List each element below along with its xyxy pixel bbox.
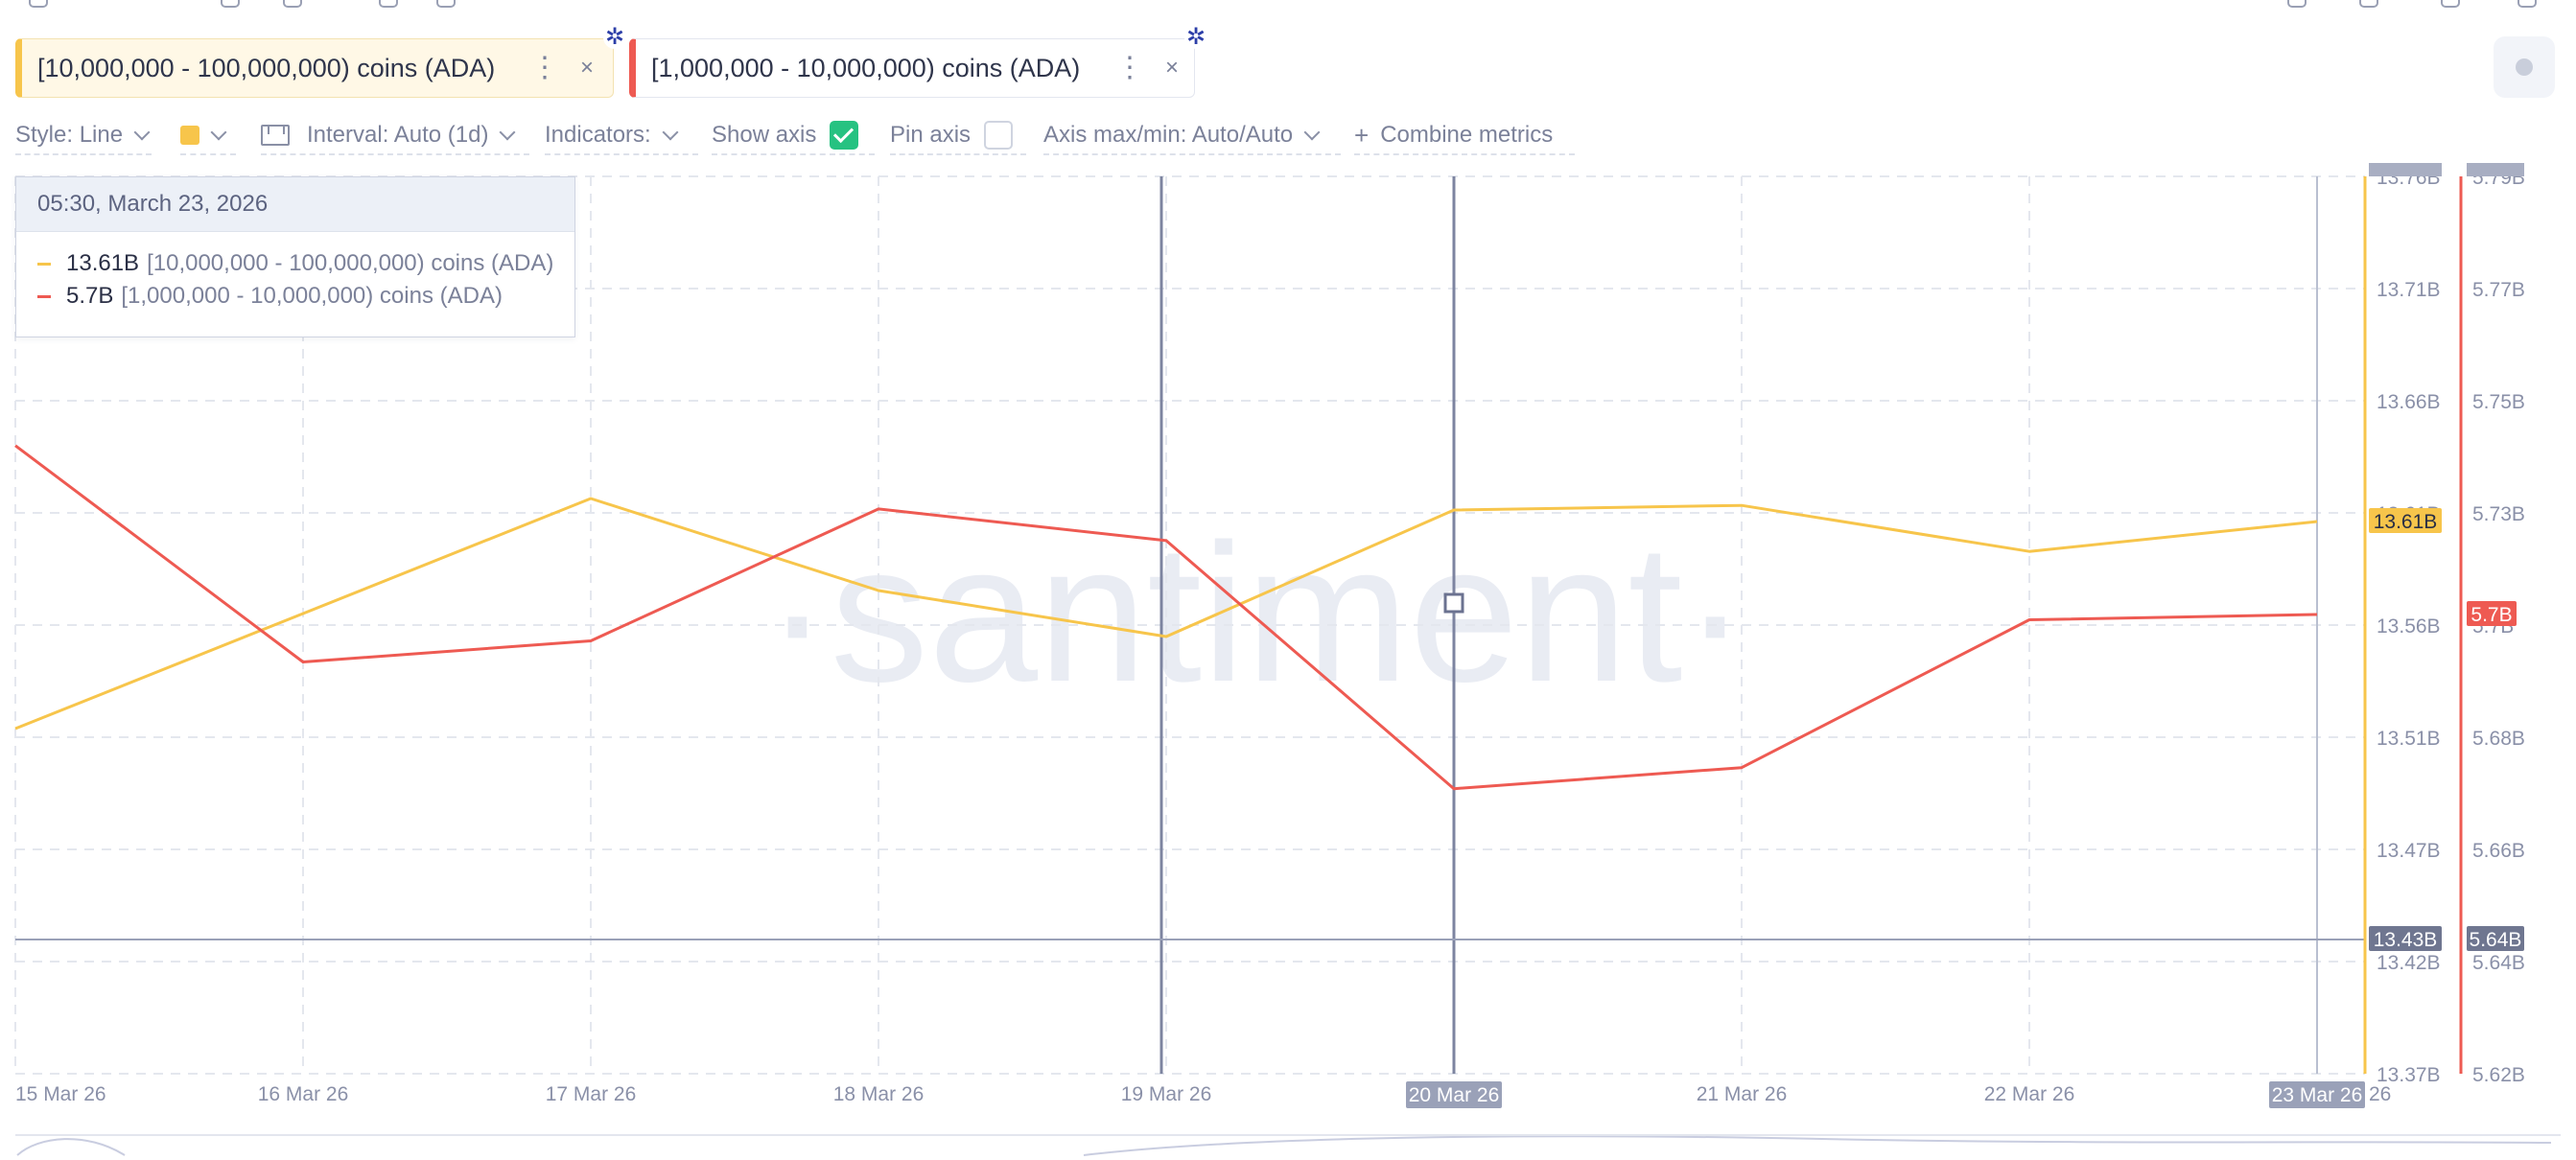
close-icon[interactable]: ×: [580, 55, 595, 81]
top-badge-right: [2467, 163, 2524, 176]
pin-axis-label: Pin axis: [890, 122, 972, 148]
navigator-series: [16, 1135, 2552, 1156]
x-tick-label: 17 Mar 26: [546, 1083, 637, 1105]
tooltip-row: 5.7B [1,000,000 - 10,000,000) coins (ADA…: [37, 283, 503, 310]
x-tick-label: 22 Mar 26: [1984, 1083, 2075, 1105]
y-tick-right: 5.66B: [2472, 840, 2525, 862]
metric-tag-large-holders[interactable]: [10,000,000 - 100,000,000) coins (ADA) ⋮…: [15, 26, 626, 98]
hover-date-badge-bg: [2269, 1081, 2365, 1108]
current-value-badge-left: 13.61B: [2374, 511, 2438, 533]
combine-label: Combine metrics: [1380, 122, 1554, 148]
tooltip-metric-name: [1,000,000 - 10,000,000) coins (ADA): [121, 283, 503, 309]
toolbar-icon[interactable]: [283, 0, 302, 8]
y-tick-right: 5.64B: [2472, 952, 2525, 974]
toolbar-icon[interactable]: [379, 0, 398, 8]
ruler-icon: [261, 125, 290, 146]
y-tick-left: 13.47B: [2377, 840, 2441, 862]
pin-axis-checkbox[interactable]: [984, 121, 1014, 150]
series-line: [14, 444, 2318, 791]
interval-select[interactable]: Interval: Auto (1d): [261, 117, 529, 155]
toolbar-icon[interactable]: [436, 0, 456, 8]
y-tick-right: 5.68B: [2472, 728, 2525, 750]
cardano-icon: ✲: [1184, 24, 1207, 50]
cardano-icon: ✲: [603, 24, 626, 50]
x-tick-label: 16 Mar 26: [258, 1083, 349, 1105]
x-tick-label: 19 Mar 26: [1121, 1083, 1212, 1105]
crosshair-badge-right-bg: [2467, 926, 2524, 951]
close-icon[interactable]: ×: [1165, 55, 1180, 81]
timeline-navigator[interactable]: [15, 1134, 2561, 1160]
y-tick-right: 5.77B: [2472, 279, 2525, 301]
santiment-watermark: ·santiment·: [764, 503, 1747, 723]
show-axis-label: Show axis: [712, 122, 817, 148]
x-tick-label: 15 Mar 26: [15, 1083, 106, 1105]
current-value-badge-right: 5.7B: [2471, 604, 2512, 626]
axis-maxmin-select[interactable]: Axis max/min: Auto/Auto: [1043, 117, 1341, 155]
y-tick-right: 5.75B: [2472, 391, 2525, 413]
legend-swatch: [37, 262, 51, 266]
series-line: [14, 497, 2318, 731]
more-options-icon[interactable]: ⋮: [530, 52, 559, 83]
metric-tag-mid-holders[interactable]: [1,000,000 - 10,000,000) coins (ADA) ⋮ ×…: [629, 26, 1207, 98]
x-tick-label-partial: 26: [2369, 1083, 2391, 1105]
close-icon[interactable]: [2517, 0, 2537, 8]
chart-tooltip: 05:30, March 23, 2026 13.61B [10,000,000…: [15, 176, 575, 337]
y-tick-left: 13.42B: [2377, 952, 2441, 974]
color-swatch: [180, 126, 199, 145]
crosshair-badge-left-bg: [2369, 926, 2442, 951]
style-select[interactable]: Style: Line: [15, 117, 152, 155]
hover-date-badge: 23 Mar 26: [2272, 1084, 2363, 1106]
toolbar-icon[interactable]: [221, 0, 240, 8]
tooltip-date: 05:30, March 23, 2026: [16, 177, 574, 232]
crosshair-badge-right: 5.64B: [2470, 929, 2522, 951]
metric-label: [10,000,000 - 100,000,000) coins (ADA): [37, 53, 496, 82]
current-value-badge-left-bg: [2369, 508, 2442, 533]
color-select[interactable]: [180, 117, 236, 155]
tooltip-value: 13.61B: [66, 250, 140, 276]
y-tick-left: 13.66B: [2377, 391, 2441, 413]
style-label: Style: Line: [15, 122, 124, 148]
y-tick-left: 13.51B: [2377, 728, 2441, 750]
x-tick-label: 21 Mar 26: [1697, 1083, 1788, 1105]
toolbar-icon[interactable]: [2359, 0, 2378, 8]
current-value-badge-right-bg: [2467, 600, 2517, 626]
tooltip-value: 5.7B: [66, 283, 114, 309]
toolbar-icon[interactable]: [2287, 0, 2307, 8]
top-toolbar-remnant: [0, 0, 2576, 13]
y-tick-right: 5.62B: [2472, 1064, 2525, 1086]
y-tick-left: 13.56B: [2377, 615, 2441, 638]
y-tick-right: 5.73B: [2472, 503, 2525, 525]
crosshair-badge-left: 13.43B: [2374, 929, 2438, 951]
indicators-select[interactable]: Indicators:: [545, 117, 698, 155]
plus-icon: +: [1354, 120, 1370, 150]
indicators-label: Indicators:: [545, 122, 651, 148]
legend-swatch: [37, 294, 51, 298]
crosshair-date-badge-bg: [1406, 1081, 1502, 1108]
more-options-icon[interactable]: ⋮: [1115, 52, 1144, 83]
crosshair-cursor: [1443, 592, 1464, 614]
show-axis-checkbox[interactable]: [830, 121, 859, 150]
settings-icon[interactable]: [2441, 0, 2460, 8]
tooltip-row: 13.61B [10,000,000 - 100,000,000) coins …: [37, 250, 553, 277]
pin-axis-toggle[interactable]: Pin axis: [890, 117, 1026, 155]
crosshair-date-badge: 20 Mar 26: [1409, 1084, 1500, 1106]
interval-label: Interval: Auto (1d): [307, 122, 489, 148]
tooltip-metric-name: [10,000,000 - 100,000,000) coins (ADA): [147, 250, 554, 276]
metric-label: [1,000,000 - 10,000,000) coins (ADA): [651, 53, 1081, 82]
y-tick-left: 13.71B: [2377, 279, 2441, 301]
record-button[interactable]: [2494, 36, 2555, 98]
axis-maxmin-label: Axis max/min: Auto/Auto: [1043, 122, 1294, 148]
combine-metrics-button[interactable]: + Combine metrics: [1354, 117, 1575, 155]
record-icon: [2516, 58, 2533, 76]
show-axis-toggle[interactable]: Show axis: [712, 117, 875, 155]
y-tick-left: 13.37B: [2377, 1064, 2441, 1086]
top-badge-left: [2369, 163, 2442, 176]
x-tick-label: 18 Mar 26: [833, 1083, 925, 1105]
toolbar-icon[interactable]: [29, 0, 48, 8]
